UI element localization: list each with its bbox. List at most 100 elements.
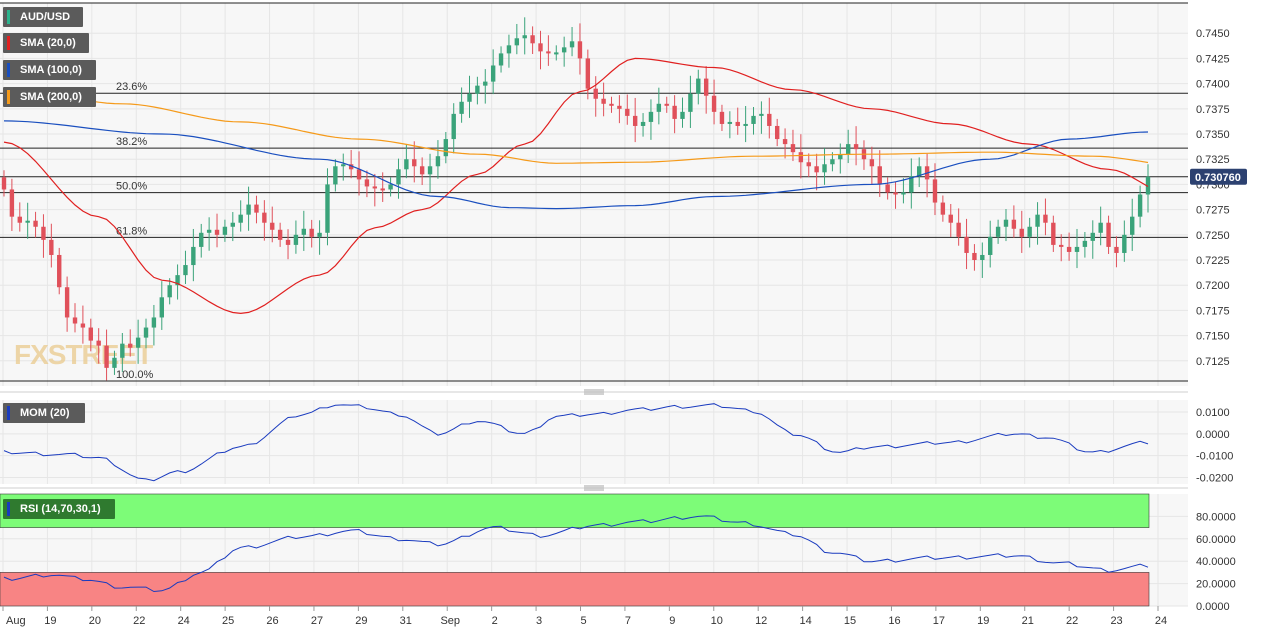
sma100-label[interactable]: SMA (100,0) (3, 60, 96, 80)
sma200-label-text: SMA (200,0) (20, 91, 82, 103)
candle-body (1145, 176, 1151, 195)
candle-body (459, 101, 464, 114)
candle-body (135, 337, 141, 348)
candle-body (640, 121, 646, 126)
candle-body (49, 239, 54, 255)
rsi-label[interactable]: RSI (14,70,30,1) (3, 499, 115, 519)
candle-body (167, 285, 172, 298)
candle-body (743, 123, 748, 126)
candle-body (1066, 246, 1072, 252)
candle-body (270, 222, 275, 230)
candle-body (727, 121, 733, 124)
candle-body (238, 214, 243, 223)
candle-body (25, 220, 30, 223)
candle-body (199, 232, 204, 247)
candle-body (33, 220, 38, 227)
candle-body (948, 214, 953, 223)
price-ytick-label: 0.7150 (1196, 331, 1230, 343)
x-tick-label: 24 (178, 615, 190, 627)
candle-body (774, 125, 780, 140)
candle-body (1059, 244, 1064, 247)
candle-body (498, 53, 504, 66)
price-badge-text: 0.730760 (1195, 172, 1241, 184)
candle-body (514, 38, 520, 46)
candle-body (972, 252, 977, 261)
candle-body (41, 226, 46, 240)
price-ytick-label: 0.7225 (1196, 255, 1230, 267)
candle-body (569, 41, 575, 48)
candle-body (648, 111, 654, 122)
candle-body (1090, 232, 1095, 241)
mom-ytick-label: -0.0200 (1196, 472, 1233, 484)
candle-body (546, 51, 551, 54)
candle-body (1011, 219, 1017, 229)
candle-body (356, 169, 362, 180)
candle-body (364, 179, 370, 187)
candle-body (1019, 228, 1024, 237)
candle-body (632, 115, 638, 126)
candle-body (120, 343, 125, 358)
candle-body (467, 93, 472, 102)
candle-body (1074, 246, 1080, 252)
candle-body (830, 159, 835, 165)
x-tick-label: 5 (580, 615, 586, 627)
candle-body (490, 65, 496, 82)
candle-body (475, 85, 480, 94)
symbol-label[interactable]: AUD/USD (3, 7, 83, 27)
price-ytick-label: 0.7175 (1196, 305, 1230, 317)
sma200-label[interactable]: SMA (200,0) (3, 87, 96, 107)
x-tick-label: 9 (669, 615, 675, 627)
candle-body (191, 246, 196, 266)
rsi-ytick-label: 80.0000 (1196, 511, 1236, 523)
candle-body (277, 229, 283, 240)
candle-body (577, 41, 583, 59)
candle-body (333, 166, 338, 185)
rsi-label-text: RSI (14,70,30,1) (20, 503, 101, 515)
fxstreet-watermark: FXSTREET (14, 339, 153, 370)
x-tick-label: 29 (355, 615, 367, 627)
candle-body (554, 52, 559, 55)
candle-body (538, 43, 543, 52)
fib-level-label: 61.8% (116, 225, 147, 237)
candle-body (988, 236, 993, 255)
candle-body (246, 204, 251, 215)
rsi-swatch (7, 502, 10, 516)
candle-body (617, 105, 622, 109)
x-tick-label: 7 (625, 615, 631, 627)
candle-body (672, 105, 677, 119)
candle-body (112, 357, 117, 368)
candle-body (175, 275, 180, 286)
x-tick-label: 2 (492, 615, 498, 627)
candle-body (932, 179, 938, 203)
candle-body (885, 184, 890, 193)
x-tick-label: 26 (266, 615, 278, 627)
mom-ytick-label: 0.0000 (1196, 429, 1230, 441)
candle-body (451, 113, 456, 140)
x-tick-label: Aug (6, 615, 26, 627)
candle-body (104, 345, 109, 368)
price-ytick-label: 0.7200 (1196, 280, 1230, 292)
mom-label[interactable]: MOM (20) (3, 403, 85, 423)
candle-body (696, 78, 701, 94)
rsi-ytick-label: 20.0000 (1196, 579, 1236, 591)
mom-swatch (7, 406, 10, 420)
candle-body (301, 228, 307, 235)
sma20-label[interactable]: SMA (20,0) (3, 33, 89, 53)
candle-body (72, 317, 78, 324)
candle-body (593, 88, 598, 99)
candle-body (325, 184, 330, 233)
x-tick-label: 16 (888, 615, 900, 627)
candle-body (317, 232, 322, 237)
price-ytick-label: 0.7425 (1196, 53, 1230, 65)
fib-level-label: 23.6% (116, 81, 147, 93)
candle-body (443, 139, 449, 157)
x-tick-label: 31 (400, 615, 412, 627)
candle-body (419, 166, 425, 175)
candle-body (1035, 214, 1040, 227)
mom-line (3, 403, 1149, 482)
candle-body (759, 113, 764, 116)
candle-body (719, 111, 725, 124)
sma100-label-text: SMA (100,0) (20, 64, 82, 76)
x-tick-label: 27 (311, 615, 323, 627)
